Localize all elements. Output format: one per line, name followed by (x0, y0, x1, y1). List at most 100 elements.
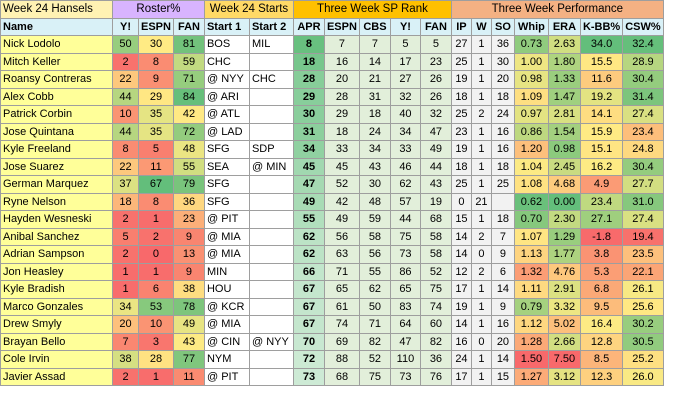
cell-roster-fan: 42 (172, 105, 205, 124)
cell-rank-cbs: 31 (358, 87, 391, 106)
cell-csw-pct: 30.4 (622, 157, 664, 176)
cell-k-bb-pct: 23.4 (579, 192, 624, 211)
table-row: Mitch Keller 2 8 59 CHC 18 16 14 17 23 25 1 30 1.00 1.… (0, 52, 664, 71)
cell-start-1: @ MIA (203, 227, 250, 246)
cell-era: 1.29 (547, 227, 581, 246)
group-performance: Three Week Performance (450, 0, 664, 19)
cell-whip: 1.13 (513, 245, 549, 264)
cell-start-2 (248, 87, 294, 106)
cell-rank-yahoo: 110 (389, 350, 421, 369)
cell-rank-espn: 7 (323, 35, 360, 54)
col-header-rank-cbs: CBS (358, 17, 391, 36)
cell-whip: 1.07 (513, 227, 549, 246)
cell-k-bb-pct: 11.6 (579, 70, 624, 89)
cell-w: 1 (470, 35, 492, 54)
cell-rank-fan: 74 (419, 297, 452, 316)
cell-ip: 25 (450, 175, 472, 194)
cell-w: 1 (470, 367, 492, 386)
cell-w: 1 (470, 280, 492, 299)
cell-rank-espn: 28 (323, 87, 360, 106)
cell-start-2: MIL (248, 35, 294, 54)
cell-roster-espn: 1 (138, 262, 174, 281)
col-header-start-1: Start 1 (203, 17, 250, 36)
cell-rank-cbs: 71 (358, 315, 391, 334)
cell-rank-espn: 56 (323, 227, 360, 246)
cell-start-1: HOU (203, 280, 250, 299)
cell-start-2 (248, 52, 294, 71)
cell-rank-cbs: 7 (358, 35, 391, 54)
cell-rank-yahoo: 75 (389, 227, 421, 246)
cell-roster-espn: 9 (138, 70, 174, 89)
table-row: Brayan Bello 7 3 43 @ CIN @ NYY 70 69 82 47 82 16 0 2… (0, 332, 664, 351)
cell-rank-fan: 19 (419, 192, 452, 211)
cell-ip: 17 (450, 280, 472, 299)
cell-roster-fan: 9 (172, 262, 205, 281)
cell-csw-pct: 31.0 (622, 192, 664, 211)
cell-rank-espn: 71 (323, 262, 360, 281)
cell-era: 2.30 (547, 210, 581, 229)
cell-rank-fan: 49 (419, 140, 452, 159)
col-header-w: W (470, 17, 492, 36)
cell-rank-apr: 18 (292, 52, 325, 71)
cell-so: 20 (490, 332, 515, 351)
cell-roster-yahoo: 10 (112, 105, 139, 124)
cell-rank-espn: 74 (323, 315, 360, 334)
cell-start-1: @ LAD (203, 122, 250, 141)
cell-rank-cbs: 55 (358, 262, 391, 281)
cell-era: 4.76 (547, 262, 581, 281)
cell-csw-pct: 19.4 (622, 227, 664, 246)
cell-roster-fan: 79 (172, 175, 205, 194)
group-week-starts: Week 24 Starts (203, 0, 294, 19)
cell-csw-pct: 31.4 (622, 87, 664, 106)
cell-era: 7.50 (547, 350, 581, 369)
cell-roster-yahoo: 7 (112, 332, 139, 351)
cell-rank-espn: 49 (323, 210, 360, 229)
cell-roster-yahoo: 22 (112, 70, 139, 89)
cell-era: 1.77 (547, 245, 581, 264)
cell-roster-fan: 48 (172, 140, 205, 159)
cell-rank-apr: 49 (292, 192, 325, 211)
cell-start-2: @ MIN (248, 157, 294, 176)
table-row: Nick Lodolo 50 30 81 BOS MIL 8 7 7 5 5 27 1 36 0.73 2.6… (0, 35, 664, 54)
cell-rank-apr: 34 (292, 140, 325, 159)
cell-start-1: SEA (203, 157, 250, 176)
cell-start-2 (248, 105, 294, 124)
cell-rank-cbs: 58 (358, 227, 391, 246)
col-header-csw-pct: CSW% (622, 17, 664, 36)
cell-rank-yahoo: 64 (389, 315, 421, 334)
cell-rank-fan: 47 (419, 122, 452, 141)
cell-k-bb-pct: 27.1 (579, 210, 624, 229)
cell-rank-apr: 72 (292, 350, 325, 369)
cell-rank-apr: 67 (292, 280, 325, 299)
cell-start-2: CHC (248, 70, 294, 89)
cell-csw-pct: 22.1 (622, 262, 664, 281)
pitcher-name: Ryne Nelson (0, 192, 113, 211)
cell-w: 1 (470, 350, 492, 369)
table-row: Kyle Bradish 1 6 38 HOU 67 65 62 65 75 17 1 14 1.11 2.… (0, 280, 664, 299)
cell-roster-yahoo: 1 (112, 280, 139, 299)
cell-start-2 (248, 315, 294, 334)
cell-so: 6 (490, 262, 515, 281)
cell-roster-espn: 35 (138, 122, 174, 141)
cell-rank-espn: 18 (323, 122, 360, 141)
cell-rank-fan: 43 (419, 175, 452, 194)
cell-whip: 1.32 (513, 262, 549, 281)
cell-rank-apr: 67 (292, 315, 325, 334)
cell-era: 2.91 (547, 280, 581, 299)
cell-whip: 0.62 (513, 192, 549, 211)
cell-w: 0 (470, 245, 492, 264)
cell-era: 2.66 (547, 332, 581, 351)
cell-rank-fan: 58 (419, 245, 452, 264)
cell-so: 16 (490, 122, 515, 141)
cell-rank-fan: 60 (419, 315, 452, 334)
col-header-rank-yahoo: Y! (389, 17, 421, 36)
cell-roster-fan: 72 (172, 122, 205, 141)
cell-start-1: @ MIA (203, 245, 250, 264)
cell-rank-cbs: 43 (358, 157, 391, 176)
cell-roster-yahoo: 50 (112, 35, 139, 54)
cell-era: 5.02 (547, 315, 581, 334)
cell-roster-fan: 13 (172, 245, 205, 264)
cell-roster-fan: 77 (172, 350, 205, 369)
col-header-start-2: Start 2 (248, 17, 294, 36)
cell-whip: 1.09 (513, 87, 549, 106)
